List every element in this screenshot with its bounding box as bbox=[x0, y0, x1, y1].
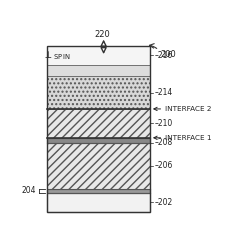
Text: 220: 220 bbox=[94, 30, 110, 39]
Text: –216: –216 bbox=[154, 50, 172, 59]
Text: 200: 200 bbox=[160, 50, 176, 58]
Text: –208: –208 bbox=[154, 138, 172, 147]
Bar bbox=[46, 109, 149, 138]
Bar bbox=[46, 142, 149, 189]
Text: –214: –214 bbox=[154, 88, 172, 97]
Text: $\perp_{\mathrm{SPIN}}$: $\perp_{\mathrm{SPIN}}$ bbox=[42, 50, 70, 62]
Bar bbox=[46, 46, 149, 212]
Bar bbox=[46, 138, 149, 142]
Text: INTERFACE 2: INTERFACE 2 bbox=[164, 106, 211, 112]
Text: INTERFACE 1: INTERFACE 1 bbox=[164, 135, 211, 141]
Text: 204: 204 bbox=[21, 186, 36, 195]
Bar bbox=[46, 193, 149, 212]
Bar bbox=[46, 65, 149, 76]
Bar bbox=[46, 189, 149, 193]
Bar bbox=[46, 46, 149, 65]
Text: –206: –206 bbox=[154, 161, 172, 170]
Text: –202: –202 bbox=[154, 198, 172, 207]
Bar bbox=[46, 76, 149, 109]
Text: –210: –210 bbox=[154, 119, 172, 128]
